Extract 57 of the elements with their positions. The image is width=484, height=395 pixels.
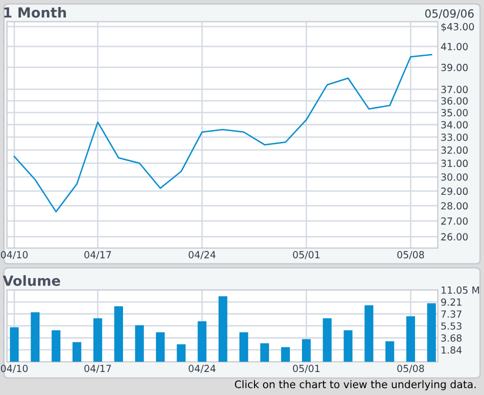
y-tick-label: 1.84 bbox=[442, 346, 462, 354]
bar bbox=[385, 341, 394, 362]
y-tick-label: 34.00 bbox=[441, 121, 468, 128]
y-tick-label: 28.00 bbox=[441, 202, 468, 210]
text: Click on the chart to view the underlying data. bbox=[234, 380, 476, 390]
y-tick-label: 11.05 M bbox=[442, 286, 479, 294]
bar bbox=[93, 318, 102, 362]
y-tick-label: 26.00 bbox=[441, 233, 468, 240]
bar bbox=[322, 318, 332, 362]
y-tick-label: 33.00 bbox=[441, 134, 468, 141]
bar bbox=[218, 296, 228, 362]
bar bbox=[406, 316, 416, 362]
bar bbox=[344, 330, 352, 362]
y-tick-label: 39.00 bbox=[441, 64, 468, 72]
y-tick-label: 29.00 bbox=[441, 188, 468, 195]
chart-title: Volume bbox=[2, 275, 60, 286]
y-tick-label: 27.00 bbox=[441, 217, 468, 225]
bar bbox=[30, 312, 40, 362]
x-tick-label: 05/01 bbox=[292, 364, 320, 373]
y-tick-label: 30.00 bbox=[441, 173, 468, 181]
chart-title: 1 Month bbox=[4, 7, 66, 18]
bar bbox=[198, 321, 206, 362]
x-tick-label: 05/01 bbox=[292, 251, 320, 260]
y-tick-label: 35.00 bbox=[441, 109, 468, 116]
bar bbox=[427, 303, 436, 362]
y-tick-label: 31.00 bbox=[441, 160, 468, 168]
x-tick-label: 05/08 bbox=[397, 364, 424, 373]
bar bbox=[239, 332, 248, 362]
y-tick-label: 5.53 bbox=[441, 322, 462, 330]
bar bbox=[135, 325, 144, 362]
y-tick-label: $43.00 bbox=[441, 22, 474, 32]
bar bbox=[364, 305, 374, 362]
x-tick-label: 04/10 bbox=[0, 251, 28, 260]
x-tick-label: 04/10 bbox=[0, 364, 28, 373]
x-tick-label: 04/24 bbox=[188, 364, 216, 373]
bar bbox=[72, 342, 82, 362]
bar bbox=[302, 339, 311, 362]
x-tick-label: 05/08 bbox=[397, 251, 424, 260]
y-tick-label: 7.37 bbox=[441, 310, 462, 318]
y-tick-label: 32.00 bbox=[441, 146, 468, 154]
bar bbox=[156, 332, 165, 362]
bar bbox=[52, 330, 60, 362]
y-tick-label: 9.21 bbox=[441, 298, 462, 306]
y-tick-label: 41.00 bbox=[441, 42, 468, 50]
bar bbox=[260, 343, 270, 362]
y-tick-label: 36.00 bbox=[441, 97, 468, 105]
chart-subtitle: 05/09/06 bbox=[425, 9, 474, 19]
line-series bbox=[14, 54, 432, 212]
x-tick-label: 04/17 bbox=[84, 251, 111, 260]
bar bbox=[10, 327, 19, 362]
y-tick-label: 3.68 bbox=[441, 334, 462, 342]
y-tick-label: 37.00 bbox=[441, 86, 468, 94]
bar bbox=[281, 347, 290, 362]
bar bbox=[176, 344, 186, 362]
x-tick-label: 04/17 bbox=[84, 364, 111, 373]
bar bbox=[114, 306, 123, 362]
x-tick-label: 04/24 bbox=[188, 251, 216, 260]
